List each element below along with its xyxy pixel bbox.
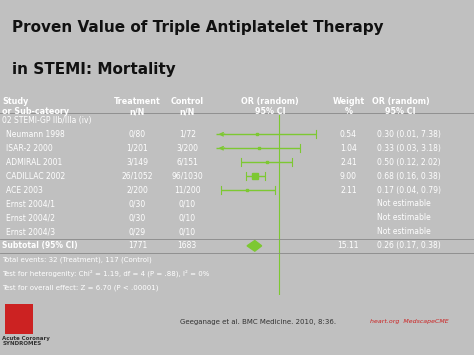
Text: Geeganage et al. BMC Medicine. 2010, 8:36.: Geeganage et al. BMC Medicine. 2010, 8:3…	[180, 319, 336, 325]
Text: 0.50 (0.12, 2.02): 0.50 (0.12, 2.02)	[377, 158, 440, 166]
Text: Ernst 2004/3: Ernst 2004/3	[6, 228, 55, 236]
Text: Treatment
n/N: Treatment n/N	[114, 97, 161, 116]
Text: 2.11: 2.11	[340, 186, 357, 195]
Text: Control
n/N: Control n/N	[171, 97, 204, 116]
Text: Study
or Sub-cateory: Study or Sub-cateory	[2, 97, 70, 116]
Text: 6/151: 6/151	[176, 158, 198, 166]
Bar	[5, 304, 33, 334]
Text: 3/200: 3/200	[176, 144, 198, 153]
Text: 0/10: 0/10	[179, 200, 196, 208]
Text: 1/201: 1/201	[127, 144, 148, 153]
Text: 2.41: 2.41	[340, 158, 357, 166]
Text: 96/1030: 96/1030	[172, 171, 203, 181]
Text: ACE 2003: ACE 2003	[6, 186, 43, 195]
Text: 0/10: 0/10	[179, 213, 196, 223]
Text: 1.04: 1.04	[340, 144, 357, 153]
Text: Not estimable: Not estimable	[377, 200, 430, 208]
Text: 0/30: 0/30	[129, 213, 146, 223]
Text: 0.54: 0.54	[340, 130, 357, 139]
Text: Ernst 2004/1: Ernst 2004/1	[6, 200, 55, 208]
Text: Ernst 2004/2: Ernst 2004/2	[6, 213, 55, 223]
Text: Not estimable: Not estimable	[377, 213, 430, 223]
Text: Neumann 1998: Neumann 1998	[6, 130, 65, 139]
Text: ISAR-2 2000: ISAR-2 2000	[6, 144, 53, 153]
Text: 15.11: 15.11	[337, 241, 359, 250]
Text: Acute Coronary
SYNDROMES: Acute Coronary SYNDROMES	[2, 336, 50, 346]
Text: OR (random)
95% CI: OR (random) 95% CI	[241, 97, 299, 116]
Text: 0.33 (0.03, 3.18): 0.33 (0.03, 3.18)	[377, 144, 441, 153]
Text: 2/200: 2/200	[127, 186, 148, 195]
Text: 9.00: 9.00	[340, 171, 357, 181]
Polygon shape	[247, 241, 262, 251]
Text: Total events: 32 (Treatment), 117 (Control): Total events: 32 (Treatment), 117 (Contr…	[2, 257, 152, 263]
Text: 0/80: 0/80	[129, 130, 146, 139]
Text: 0.68 (0.16, 0.38): 0.68 (0.16, 0.38)	[377, 171, 440, 181]
Text: Not estimable: Not estimable	[377, 228, 430, 236]
Text: 0.30 (0.01, 7.38): 0.30 (0.01, 7.38)	[377, 130, 441, 139]
Text: Proven Value of Triple Antiplatelet Therapy: Proven Value of Triple Antiplatelet Ther…	[12, 20, 383, 35]
Text: in STEMI: Mortality: in STEMI: Mortality	[12, 62, 175, 77]
Text: 0/29: 0/29	[129, 228, 146, 236]
Text: Weight
%: Weight %	[332, 97, 365, 116]
Text: Subtotal (95% CI): Subtotal (95% CI)	[2, 241, 78, 250]
Text: 0.17 (0.04, 0.79): 0.17 (0.04, 0.79)	[377, 186, 441, 195]
Text: 3/149: 3/149	[127, 158, 148, 166]
Text: 26/1052: 26/1052	[122, 171, 153, 181]
Text: 0/10: 0/10	[179, 228, 196, 236]
Text: heart.org  MedscapeCME: heart.org MedscapeCME	[370, 319, 448, 324]
Text: Test for overall effect: Z = 6.70 (P < .00001): Test for overall effect: Z = 6.70 (P < .…	[2, 284, 159, 291]
Text: 0.26 (0.17, 0.38): 0.26 (0.17, 0.38)	[377, 241, 440, 250]
Text: 02 STEMI-GP IIb/IIIa (iv): 02 STEMI-GP IIb/IIIa (iv)	[2, 116, 92, 125]
Text: ADMIRAL 2001: ADMIRAL 2001	[6, 158, 63, 166]
Text: CADILLAC 2002: CADILLAC 2002	[6, 171, 65, 181]
Text: 11/200: 11/200	[174, 186, 201, 195]
Text: 1771: 1771	[128, 241, 147, 250]
Text: 1/72: 1/72	[179, 130, 196, 139]
Text: 0/30: 0/30	[129, 200, 146, 208]
Text: 1683: 1683	[178, 241, 197, 250]
Text: Test for heterogenity: Chi² = 1.19, df = 4 (P = .88), I² = 0%: Test for heterogenity: Chi² = 1.19, df =…	[2, 270, 210, 278]
Text: OR (random)
95% CI: OR (random) 95% CI	[372, 97, 429, 116]
